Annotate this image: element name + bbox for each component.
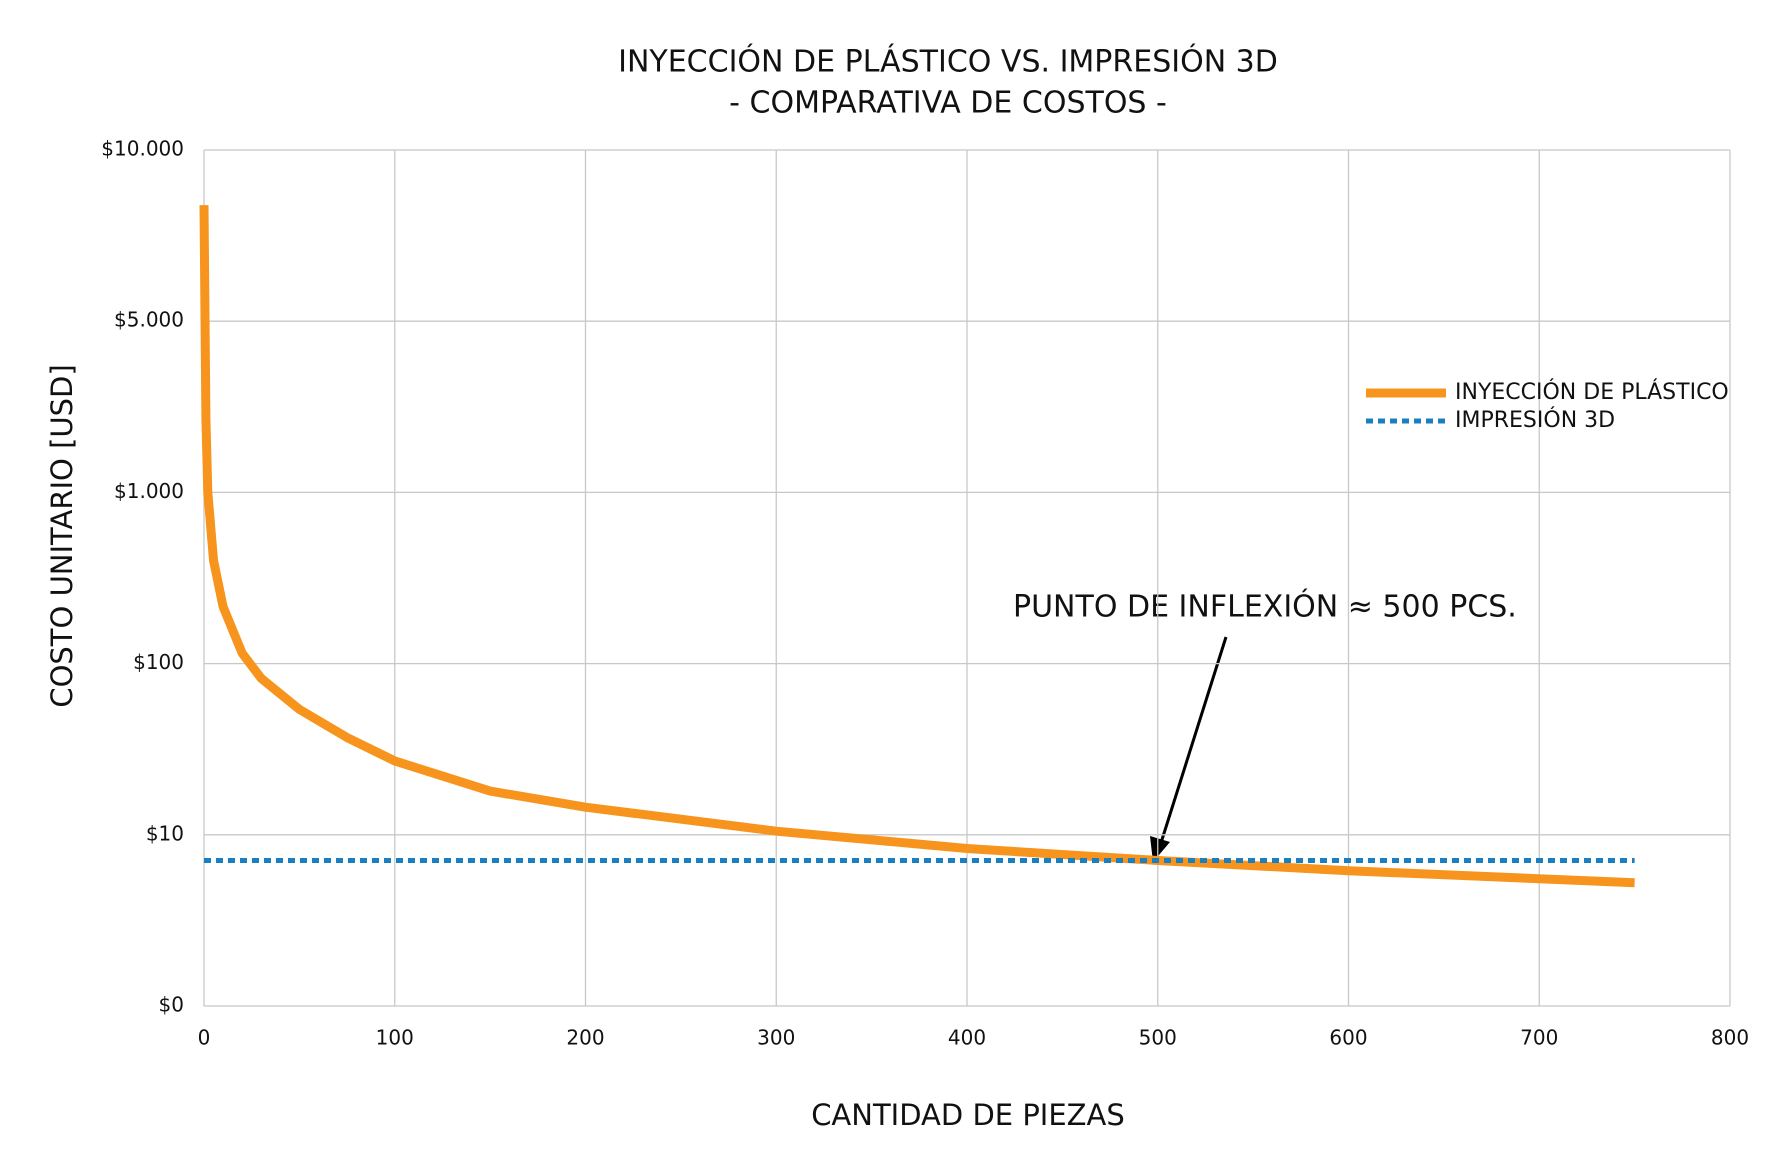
y-tick-label: $10.000	[101, 137, 184, 161]
legend-label: IMPRESIÓN 3D	[1455, 407, 1615, 433]
x-tick-label: 600	[1329, 1026, 1367, 1050]
y-tick-label: $1.000	[114, 479, 184, 503]
annotation-arrowhead	[1150, 836, 1170, 862]
y-tick-label: $0	[159, 993, 184, 1017]
chart-title: INYECCIÓN DE PLÁSTICO VS. IMPRESIÓN 3D	[618, 43, 1278, 80]
legend-label: INYECCIÓN DE PLÁSTICO	[1455, 379, 1729, 405]
series-line	[199, 205, 1635, 888]
annotation-arrow	[1158, 636, 1228, 847]
y-tick-label: $10	[146, 821, 184, 845]
x-tick-label: 200	[566, 1026, 604, 1050]
x-tick-label: 700	[1520, 1026, 1558, 1050]
x-tick-label: 0	[198, 1026, 211, 1050]
x-tick-label: 100	[376, 1026, 414, 1050]
y-tick-label: $100	[133, 650, 184, 674]
x-tick-label: 800	[1711, 1026, 1749, 1050]
y-axis-label: COSTO UNITARIO [USD]	[45, 364, 79, 707]
x-tick-label: 300	[757, 1026, 795, 1050]
chart-subtitle: - COMPARATIVA DE COSTOS -	[729, 86, 1167, 121]
x-axis-label: CANTIDAD DE PIEZAS	[811, 1098, 1125, 1132]
x-tick-label: 500	[1139, 1026, 1177, 1050]
annotation: PUNTO DE INFLEXIÓN ≈ 500 PCS.	[1013, 588, 1517, 625]
y-tick-label: $5.000	[114, 308, 184, 332]
x-tick-label: 400	[948, 1026, 986, 1050]
